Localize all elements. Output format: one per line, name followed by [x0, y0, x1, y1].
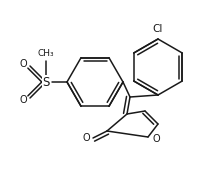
Text: Cl: Cl	[153, 24, 163, 34]
Text: O: O	[19, 59, 27, 69]
Text: O: O	[152, 134, 160, 144]
Text: O: O	[82, 133, 90, 143]
Text: S: S	[42, 76, 50, 88]
Text: O: O	[19, 95, 27, 105]
Text: CH₃: CH₃	[38, 49, 54, 57]
